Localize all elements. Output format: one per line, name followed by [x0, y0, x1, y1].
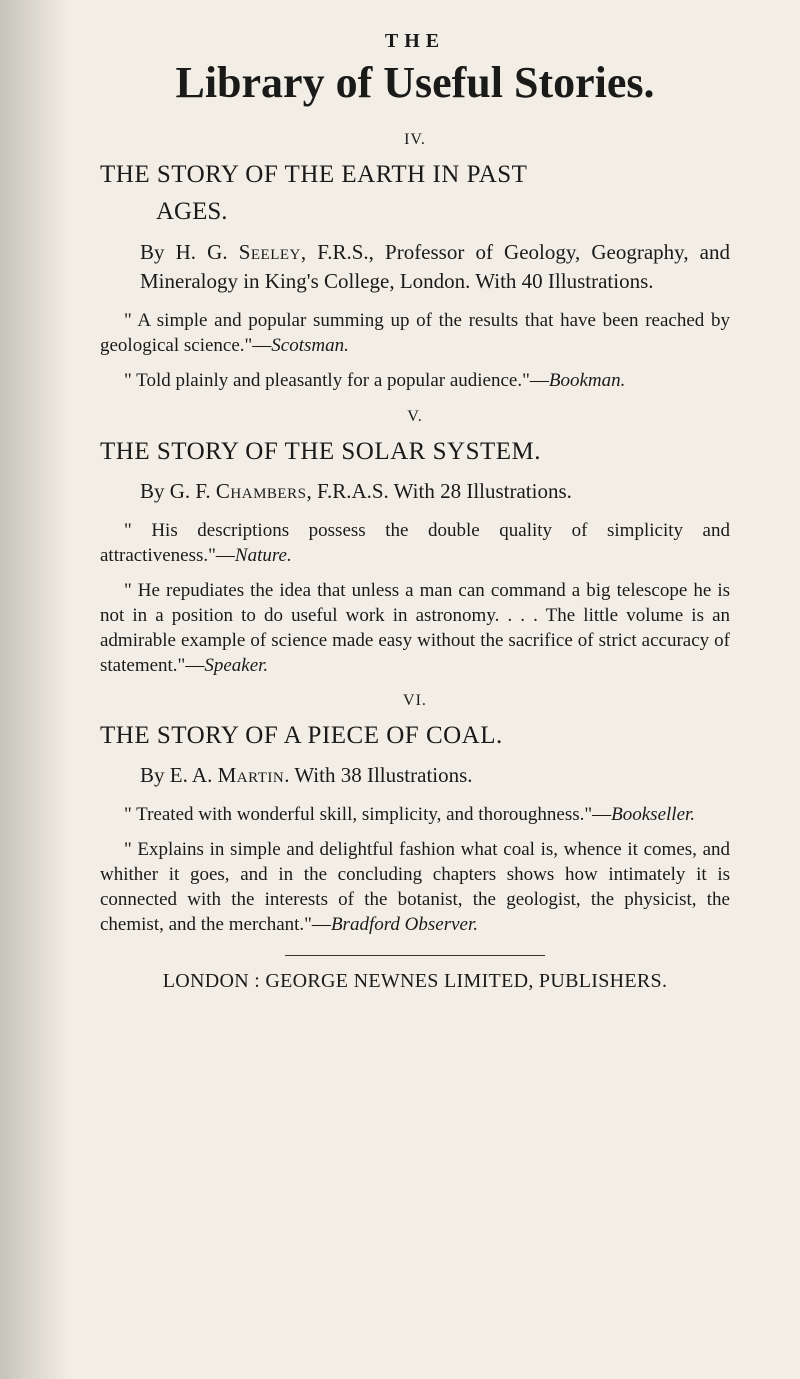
entry-vi-quote-1: " Treated with wonderful skill, simplici…: [100, 802, 730, 827]
entry-title-v-text: THE STORY OF THE SOLAR SYSTEM.: [100, 438, 541, 465]
entry-iv-quote-1-source: Scotsman.: [271, 335, 349, 356]
entry-v-quote-2-text: " He repudiates the idea that unless a m…: [100, 580, 730, 676]
entry-v-quote-2: " He repudiates the idea that unless a m…: [100, 578, 730, 678]
entry-v-byline-rest: , F.R.A.S. With 28 Illustrations.: [306, 479, 571, 503]
entry-iv-quote-2-text: " Told plainly and pleasantly for a popu…: [124, 370, 549, 391]
entry-title-iv-line2: AGES.: [156, 198, 730, 226]
entry-vi-quote-2-source: Bradford Observer.: [331, 914, 478, 935]
divider-rule: [285, 955, 545, 956]
entry-v-quote-1-text: " His descriptions possess the double qu…: [100, 520, 730, 566]
publisher-footer: LONDON : GEORGE NEWNES LIMITED, PUBLISHE…: [100, 970, 730, 993]
entry-v-quote-2-source: Speaker.: [204, 655, 268, 676]
entry-title-vi: THE STORY OF A PIECE OF COAL.: [100, 718, 730, 753]
entry-iv-quote-2-source: Bookman.: [549, 370, 626, 391]
entry-vi-byline: By E. A. Martin. With 38 Illustrations.: [140, 761, 730, 790]
entry-title-iv-line1: THE STORY OF THE EARTH IN PAST: [100, 157, 730, 192]
entry-vi-quote-2: " Explains in simple and delightful fash…: [100, 837, 730, 937]
entry-iv-quote-1-text: " A simple and popular summing up of the…: [100, 310, 730, 356]
entry-title-v: THE STORY OF THE SOLAR SYSTEM.: [100, 434, 730, 469]
entry-v-quote-1: " His descriptions possess the double qu…: [100, 518, 730, 568]
entry-v-byline: By G. F. Chambers, F.R.A.S. With 28 Illu…: [140, 477, 730, 506]
entry-vi-quote-1-source: Bookseller.: [611, 804, 695, 825]
entry-roman-iv: IV.: [100, 131, 730, 149]
entry-vi-byline-rest: . With 38 Illustrations.: [284, 763, 472, 787]
entry-roman-vi: VI.: [100, 692, 730, 710]
entry-iv-byline-name: Seeley: [239, 240, 301, 264]
entry-vi-byline-prefix: By E. A.: [140, 763, 218, 787]
entry-title-vi-text: THE STORY OF A PIECE OF COAL.: [100, 722, 503, 749]
entry-vi-quote-1-text: " Treated with wonderful skill, simplici…: [124, 804, 611, 825]
entry-roman-v: V.: [100, 408, 730, 426]
entry-iv-quote-2: " Told plainly and pleasantly for a popu…: [100, 368, 730, 393]
entry-v-byline-name: Chambers: [216, 479, 307, 503]
entry-iv-byline: By H. G. Seeley, F.R.S., Professor of Ge…: [140, 238, 730, 296]
entry-v-quote-1-source: Nature.: [235, 545, 292, 566]
entry-title-iv-text1: THE STORY OF THE EARTH IN PAST: [100, 161, 527, 188]
entry-v-byline-prefix: By G. F.: [140, 479, 216, 503]
entry-iv-byline-prefix: By H. G.: [140, 240, 239, 264]
entry-iv-quote-1: " A simple and popular summing up of the…: [100, 308, 730, 358]
series-title: Library of Useful Stories.: [100, 59, 730, 107]
entry-vi-byline-name: Martin: [218, 763, 285, 787]
series-small-header: THE: [100, 30, 730, 53]
